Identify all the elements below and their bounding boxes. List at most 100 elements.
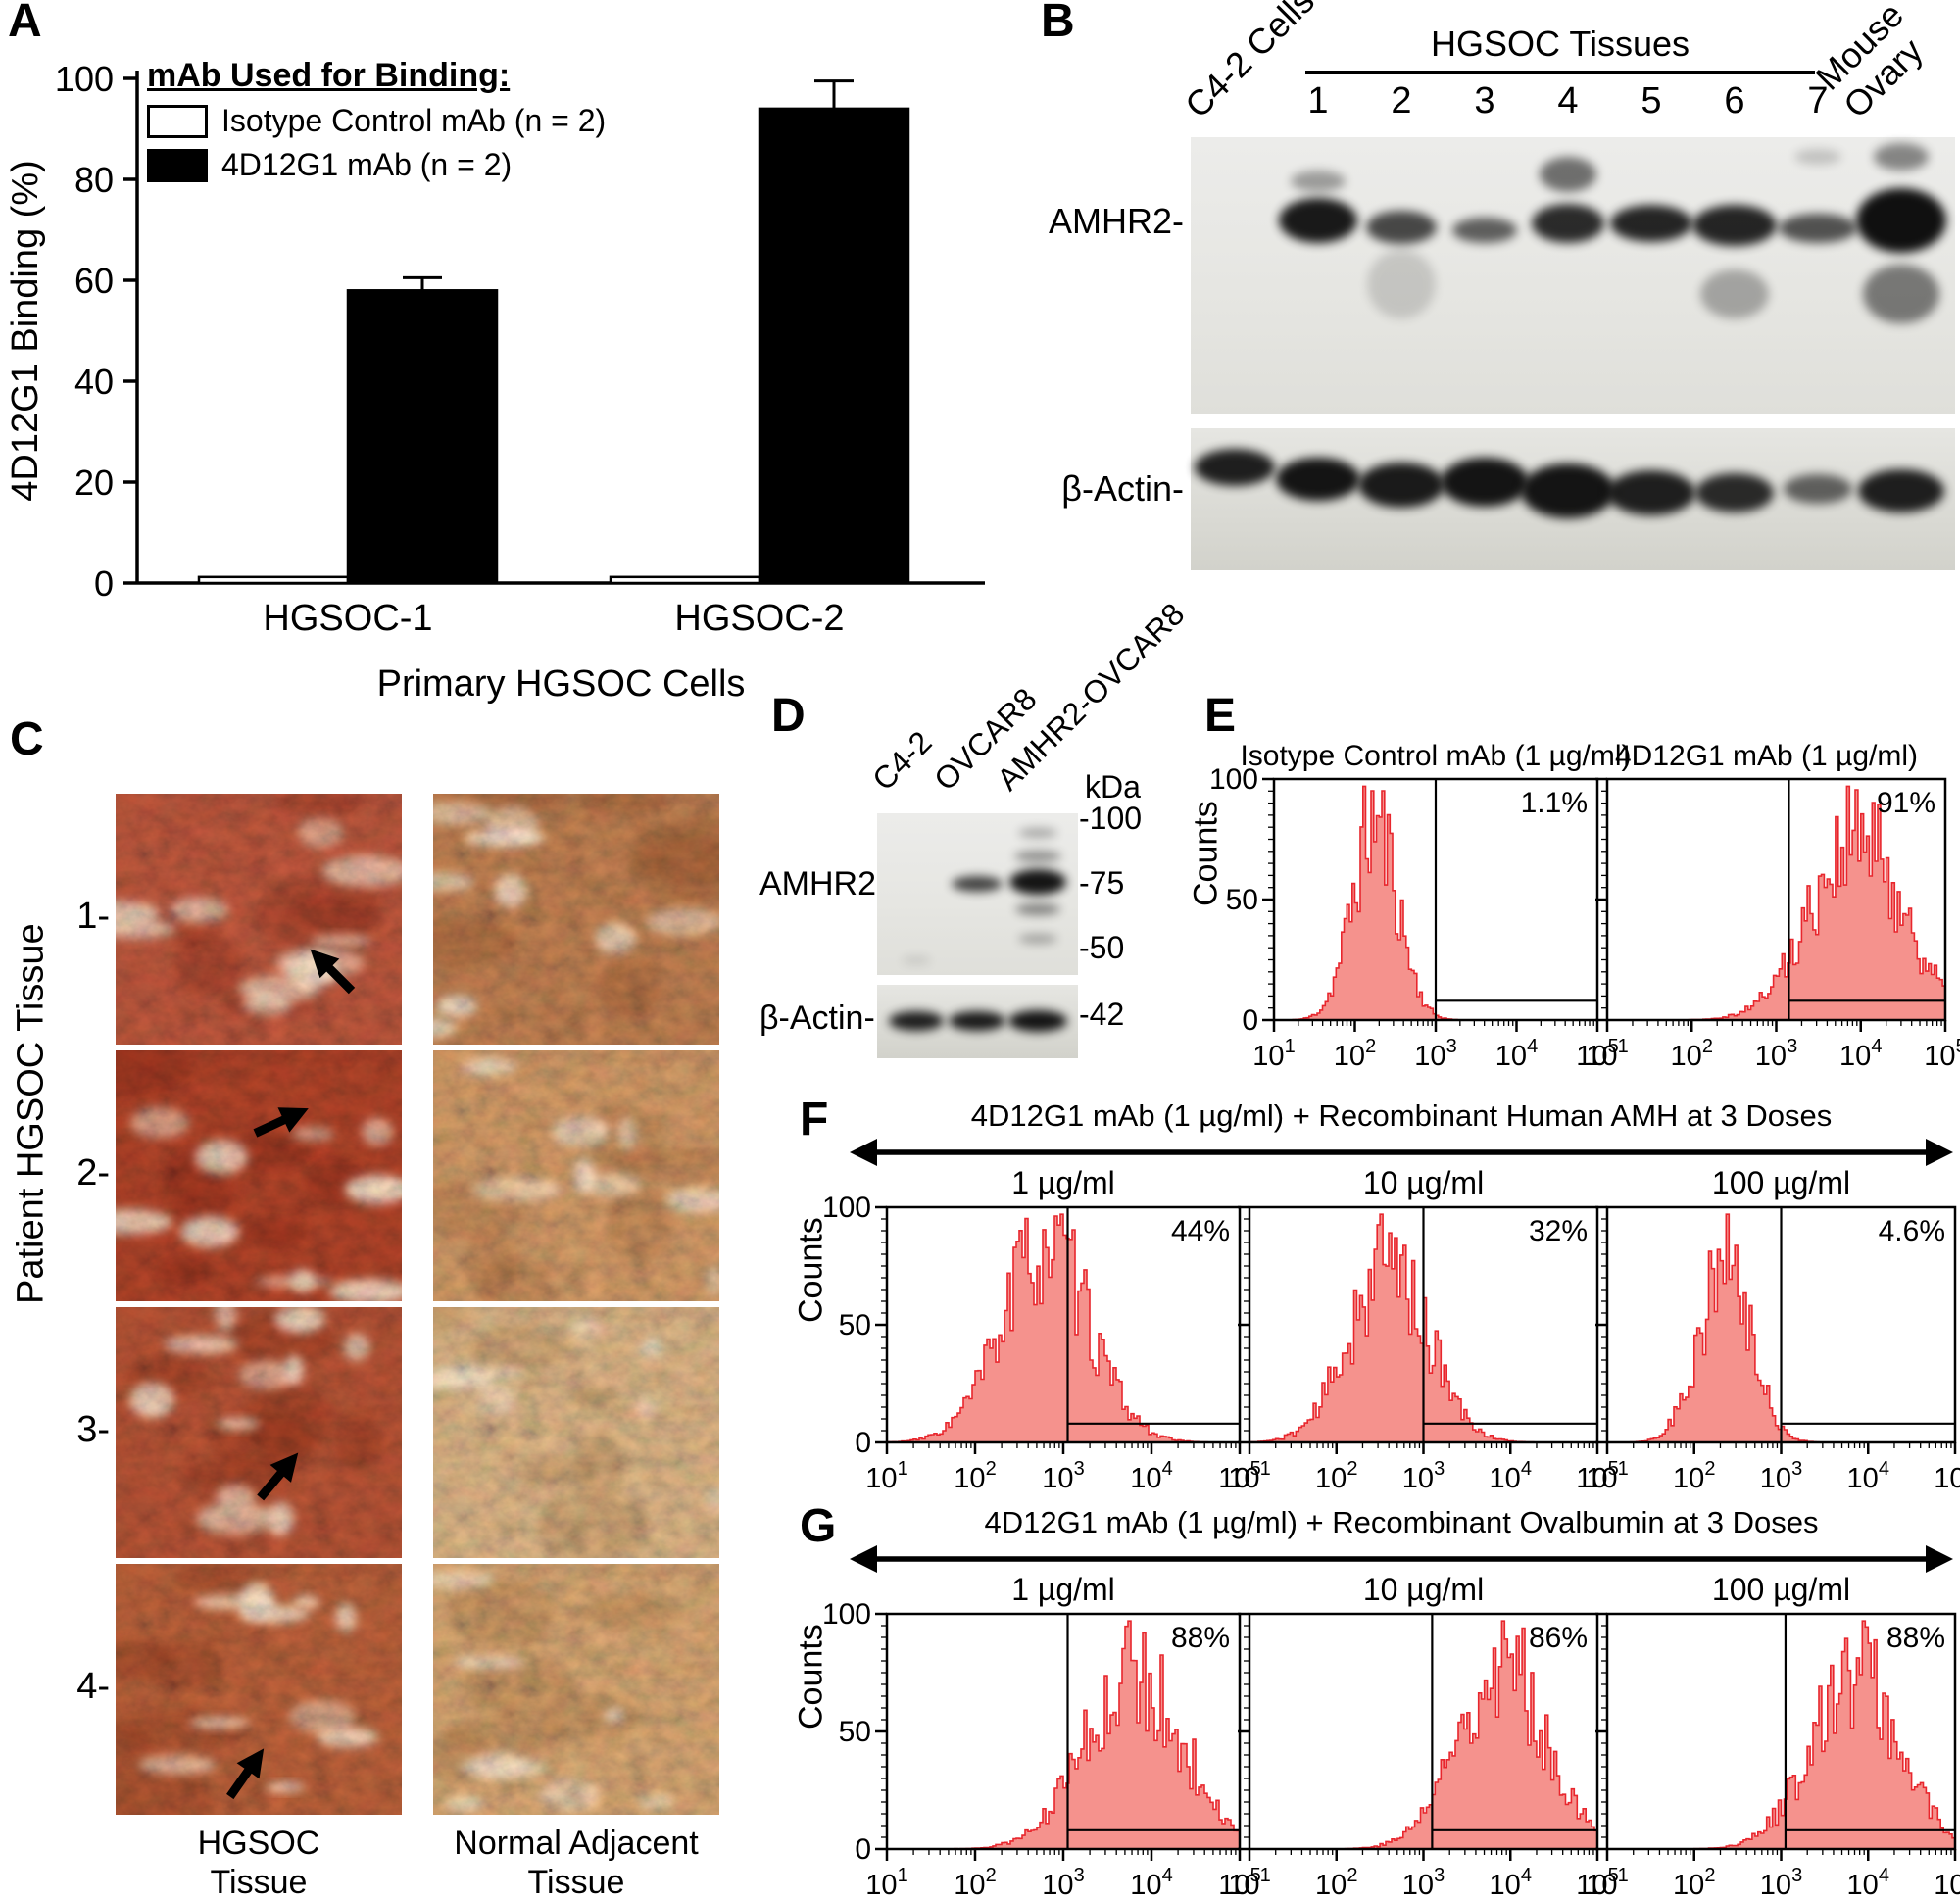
hgsoc-tissues-underline — [1305, 71, 1815, 74]
x-tick-label: 102 — [1334, 1036, 1376, 1072]
blot-band — [1700, 269, 1769, 318]
y-tick-label: 80 — [74, 160, 114, 200]
blot-band — [889, 1011, 944, 1031]
percent-positive-label: 44% — [1171, 1215, 1230, 1247]
blot-band — [952, 876, 1003, 892]
panel-f-title: 4D12G1 mAb (1 µg/ml) + Recombinant Human… — [970, 1098, 1833, 1133]
x-tick-label: 103 — [1760, 1458, 1802, 1494]
annotation-arrow — [253, 1107, 309, 1138]
annotation-arrow — [226, 1748, 265, 1800]
histogram — [886, 1213, 1240, 1443]
y-tick-label: 50 — [839, 1309, 871, 1341]
y-tick-label: 60 — [74, 261, 114, 301]
kda-marker-50: -50 — [1079, 930, 1125, 965]
lane-number-4: 4 — [1557, 80, 1579, 122]
blot-band — [1276, 458, 1360, 501]
bar-HGSOC-1-isotype — [197, 575, 350, 585]
blot-band — [1858, 469, 1944, 512]
x-tick-label: 105 — [1218, 1865, 1260, 1900]
x-tick-label: 104 — [1847, 1865, 1889, 1900]
lane-number-3: 3 — [1474, 80, 1495, 122]
y-tick-label: 20 — [74, 463, 114, 503]
legend-label-isotype: Isotype Control mAb (n = 2) — [221, 103, 607, 138]
x-tick-label: 101 — [1252, 1036, 1295, 1072]
blot-band — [1018, 828, 1057, 838]
blot-band — [1008, 1010, 1067, 1032]
blot-band — [949, 1011, 1005, 1031]
legend-item-isotype: Isotype Control mAb (n = 2) — [147, 103, 606, 139]
x-tick-label: 103 — [1760, 1865, 1802, 1900]
percent-positive-label: 1.1% — [1521, 787, 1588, 819]
y-tick-label: 100 — [1209, 763, 1258, 796]
amhr2-row-label-d: AMHR2- — [760, 865, 888, 902]
percent-positive-label: 86% — [1529, 1622, 1588, 1654]
kda-label: kDa — [1085, 769, 1141, 804]
ihc-row-number-3: 3- — [76, 1409, 110, 1450]
lane-label-c42: C4-2 — [865, 724, 939, 798]
normal-col-line2: Tissue — [527, 1864, 625, 1900]
isotype-plot-title: Isotype Control mAb (1 µg/ml) — [1240, 740, 1632, 772]
panel-e: E Isotype Control mAb (1 µg/ml) 4D12G1 m… — [1188, 690, 1960, 1102]
lane-number-6: 6 — [1724, 80, 1745, 122]
ihc-image-hgsoc-2 — [116, 1050, 402, 1301]
dose-label-g3: 100 µg/ml — [1711, 1572, 1851, 1607]
ihc-image-normal-1 — [433, 794, 719, 1045]
x-tick-label: 101 — [865, 1458, 907, 1494]
blot-band — [1863, 265, 1939, 323]
y-tick-label: 0 — [855, 1427, 871, 1459]
blot-band — [1366, 211, 1437, 244]
blot-band — [1784, 474, 1852, 504]
y-tick-label: 0 — [1242, 1004, 1258, 1037]
x-tick-label: 103 — [1042, 1458, 1084, 1494]
blot-band — [1015, 903, 1060, 915]
x-tick-label: 104 — [1847, 1458, 1889, 1494]
lane-number-2: 2 — [1391, 80, 1412, 122]
percent-positive-label: 4.6% — [1879, 1215, 1945, 1247]
x-tick-label: 104 — [1130, 1865, 1172, 1900]
blot-band — [1874, 143, 1929, 171]
x-tick-label: 105 — [1924, 1036, 1960, 1072]
legend-item-4d12g1: 4D12G1 mAb (n = 2) — [147, 147, 606, 183]
x-tick-label: 101 — [1228, 1865, 1270, 1900]
4d12g1-plot-title: 4D12G1 mAb (1 µg/ml) — [1614, 740, 1919, 772]
y-tick-label: 50 — [1226, 884, 1258, 916]
y-tick-label: 100 — [55, 59, 114, 99]
panel-f-label: F — [800, 1094, 829, 1145]
panel-a-label: A — [8, 0, 42, 47]
x-tick-label: 102 — [1315, 1865, 1357, 1900]
x-tick-label: 105 — [1934, 1865, 1960, 1900]
blot-band — [1014, 851, 1061, 862]
lane-number-1: 1 — [1307, 80, 1329, 122]
ihc-image-hgsoc-1 — [116, 794, 402, 1045]
x-tick-label: 102 — [1673, 1458, 1715, 1494]
x-tick-label: 102 — [954, 1865, 996, 1900]
hgsoc-col-line2: Tissue — [210, 1864, 308, 1900]
y-tick-label: 50 — [839, 1716, 871, 1748]
normal-adjacent-column-label: Normal Adjacent Tissue — [433, 1824, 719, 1900]
percent-positive-label: 91% — [1877, 787, 1936, 819]
kda-marker-100: -100 — [1079, 801, 1143, 836]
x-tick-label: 102 — [1673, 1865, 1715, 1900]
category-label: HGSOC-1 — [263, 598, 432, 639]
x-tick-label: 102 — [1671, 1036, 1713, 1072]
x-tick-label: 103 — [1402, 1865, 1445, 1900]
blot-band — [1195, 449, 1275, 486]
x-tick-label: 104 — [1495, 1036, 1538, 1072]
lane-number-7: 7 — [1807, 80, 1829, 122]
histogram — [1250, 1620, 1598, 1850]
panel-e-label: E — [1204, 690, 1237, 742]
panel-d: D C4-2 OVCAR8 AMHR2-OVCAR8 kDa AMHR2- -1… — [760, 596, 1196, 1102]
blot-band — [1521, 463, 1615, 518]
x-tick-label: 103 — [1402, 1458, 1445, 1494]
blot-band — [1441, 458, 1529, 507]
ihc-grid: 1- 2- 3- 4- — [0, 701, 764, 1818]
bar-chart-legend: mAb Used for Binding: Isotype Control mA… — [147, 57, 606, 183]
x-tick-label: 104 — [1490, 1458, 1532, 1494]
panel-d-label: D — [771, 690, 806, 742]
flow-histograms-f: 44% 0 50 100 101 102 103 104 105 32% 101 102 103 104 1… — [822, 1192, 1960, 1494]
dose-label-g1: 1 µg/ml — [1011, 1572, 1115, 1607]
panel-g-label: G — [800, 1500, 837, 1552]
normal-col-line1: Normal Adjacent — [454, 1825, 699, 1862]
blot-band — [1540, 157, 1596, 192]
